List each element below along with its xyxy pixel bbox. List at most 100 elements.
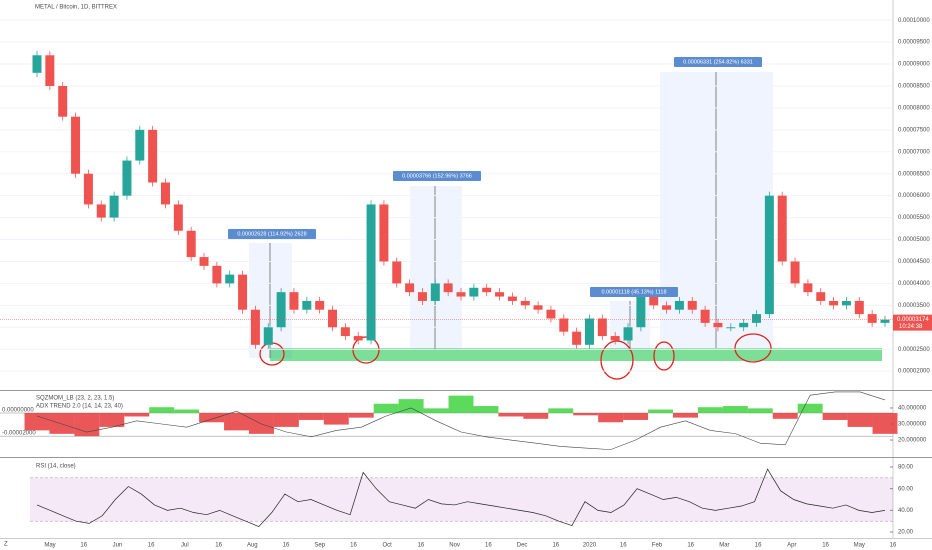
candle-body: [392, 261, 402, 284]
current-price-label: 0.00003174: [897, 317, 929, 323]
candle-body: [520, 300, 530, 306]
candle-body: [533, 305, 543, 310]
candle-body: [379, 204, 389, 262]
time-label: 16: [620, 543, 627, 549]
candle-body: [83, 173, 93, 205]
current-price-tag: [893, 314, 932, 331]
price-tick-label: 0.00004000: [898, 281, 930, 287]
momentum-bar: [99, 413, 125, 427]
candle-body: [417, 292, 427, 301]
candle-body: [199, 257, 209, 266]
momentum-bar: [423, 408, 449, 413]
candle-body: [45, 55, 55, 86]
rsi-tick-label: 80.00: [898, 465, 914, 471]
time-label: May: [854, 543, 865, 549]
rsi-tick-label: 40.00: [898, 508, 914, 514]
price-tick-label: 0.00009500: [898, 40, 930, 46]
measure-regions: [249, 72, 773, 358]
indicator-title: SQZMOM_LB (23, 2, 23, 1.5): [36, 396, 114, 402]
candle-body: [186, 230, 196, 258]
time-label: May: [44, 543, 55, 549]
candle-body: [790, 261, 800, 284]
momentum-bar: [124, 413, 150, 417]
time-label: Nov: [449, 543, 460, 549]
momentum-bar: [149, 407, 175, 413]
circle: [734, 333, 772, 363]
candle-body: [212, 265, 222, 284]
momentum-bar: [797, 403, 823, 413]
momentum-bar: [598, 413, 624, 423]
indicator-title: ADX TREND 2.0 (14, 14, 23, 40): [36, 404, 123, 410]
candle-body: [546, 309, 556, 319]
momentum-bar: [872, 413, 898, 434]
momentum-bar: [697, 407, 723, 413]
candle-body: [135, 129, 145, 161]
time-label: Dec: [517, 543, 528, 549]
candle-body: [456, 292, 466, 297]
price-tick-label: 0.00005000: [898, 237, 930, 243]
candle-body: [610, 336, 620, 341]
time-label: 16: [418, 543, 425, 549]
candle-body: [430, 283, 440, 301]
momentum-bar: [273, 413, 299, 427]
rsi-tick-label: 60.00: [898, 486, 914, 492]
measure-label: 0.00001118 (45.13%) 1118: [601, 289, 666, 295]
momentum-bar: [648, 409, 673, 413]
momentum-bar: [174, 409, 200, 413]
time-label: 2020: [583, 543, 597, 549]
momentum-bar: [548, 408, 574, 413]
candle-body: [777, 195, 787, 262]
momentum-bar: [298, 413, 324, 420]
candle-body: [816, 292, 826, 301]
measure-label-box: [590, 287, 678, 297]
circle: [352, 336, 380, 364]
momentum-bar: [673, 413, 698, 418]
support-zone: [270, 348, 882, 361]
momentum-bar: [249, 413, 274, 434]
candle-body: [302, 300, 312, 310]
momentum-bar: [373, 403, 399, 413]
momentum-bar: [523, 413, 549, 419]
time-label: 16: [890, 543, 897, 549]
candle-body: [289, 292, 299, 310]
time-label: 16: [80, 543, 87, 549]
momentum-bar: [74, 413, 100, 437]
candle-body: [71, 116, 81, 174]
time-label: Oct: [383, 543, 393, 549]
momentum-bar: [623, 413, 649, 420]
candle-body: [662, 305, 672, 310]
time-label: 16: [552, 543, 559, 549]
candle-body: [854, 300, 864, 315]
measure-label-box: [228, 229, 316, 239]
candle-body: [315, 300, 325, 310]
time-label: 16: [215, 543, 222, 549]
momentum-bar: [573, 413, 599, 416]
candle-body: [752, 314, 762, 323]
candle-body: [238, 274, 248, 310]
momentum-bar: [448, 395, 474, 413]
time-label: 16: [350, 543, 357, 549]
time-label: Sep: [314, 543, 325, 549]
candle-body: [366, 204, 376, 341]
measure-label: 0.00003766 (152.96%) 3766: [402, 173, 472, 179]
candle-body: [225, 274, 235, 284]
time-label: Mar: [719, 543, 729, 549]
rsi-band: [30, 477, 893, 522]
candle-body: [109, 195, 119, 218]
candle-body: [584, 318, 594, 345]
indicator-title: RSI (14, close): [36, 464, 76, 470]
measure-label-box: [674, 57, 762, 67]
candle-body: [405, 283, 415, 293]
measure-label: 0.00002628 (114.92%) 2628: [237, 231, 306, 237]
measure-arrows: [269, 72, 717, 358]
time-label: 16: [822, 543, 829, 549]
momentum-bar: [772, 413, 798, 419]
candle-body: [829, 300, 839, 306]
candle-body: [443, 283, 453, 293]
candle-body: [58, 85, 68, 117]
candle-body: [572, 331, 582, 345]
candle-body: [880, 319, 890, 323]
candle-body: [649, 292, 659, 306]
candle-body: [32, 55, 42, 73]
